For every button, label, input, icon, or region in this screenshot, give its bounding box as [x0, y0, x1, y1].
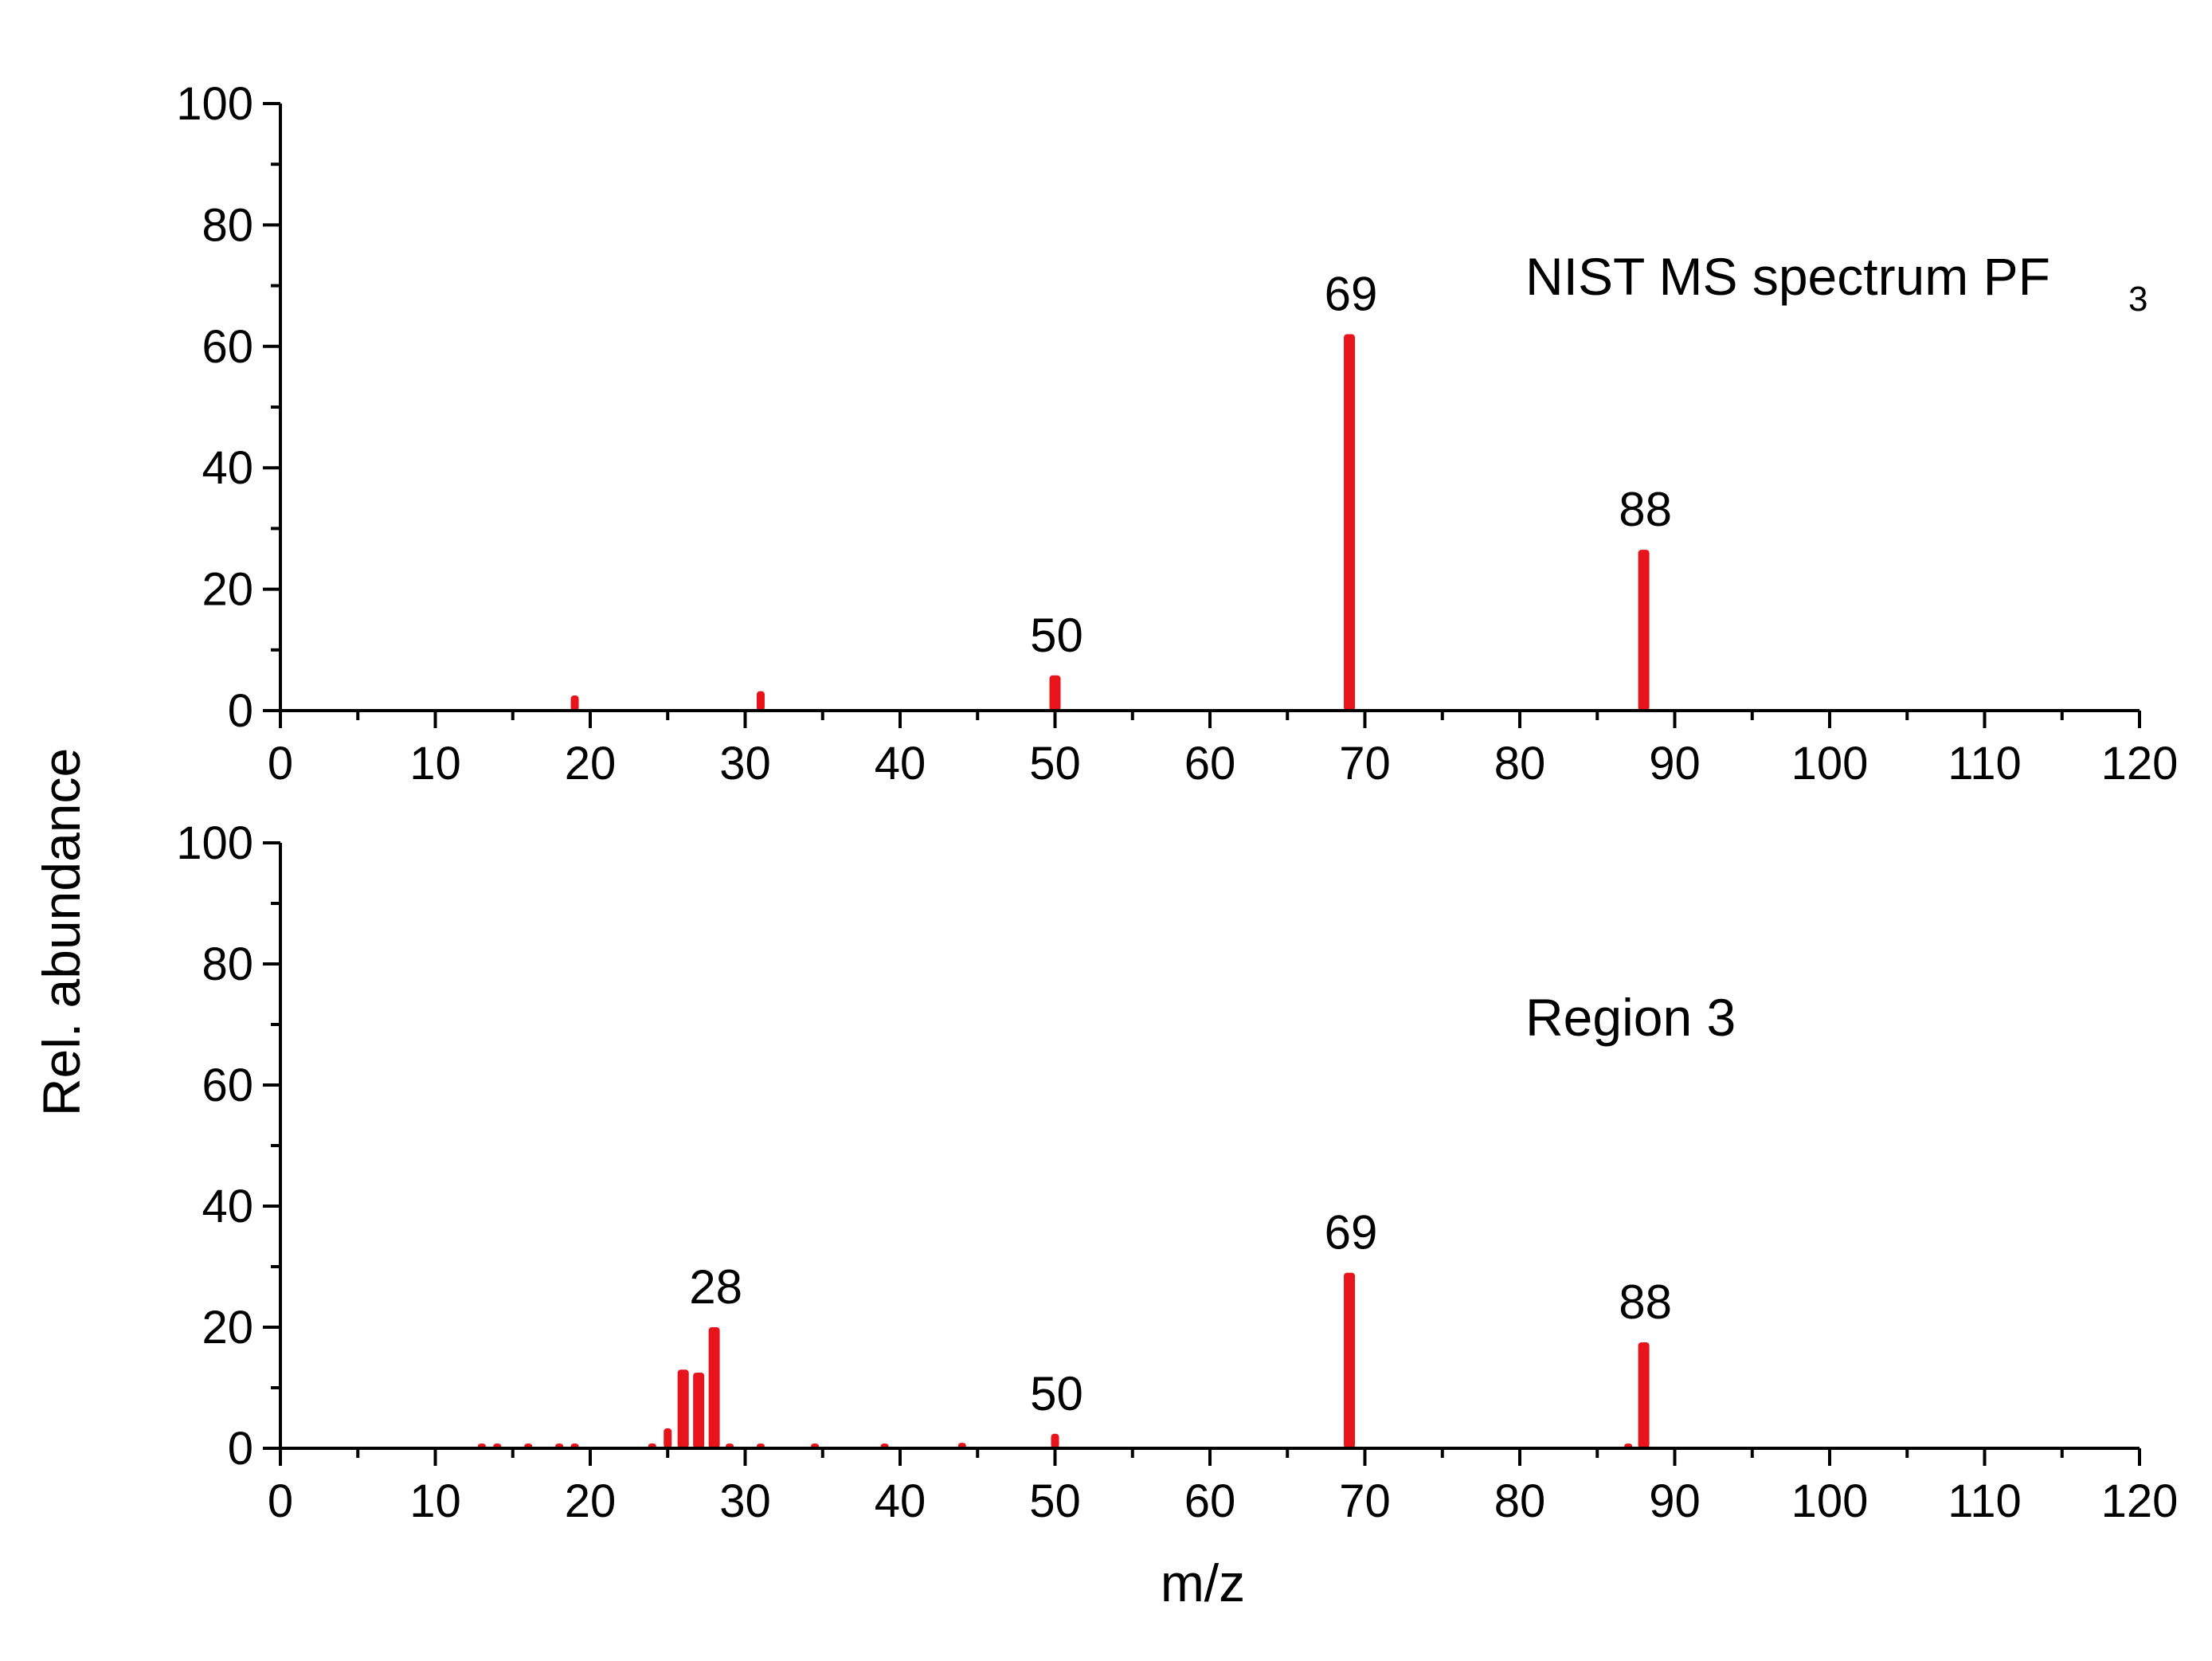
peak-label: 50	[1030, 609, 1083, 662]
y-tick-label: 100	[176, 817, 253, 869]
peak-bar	[1344, 334, 1356, 711]
peak-label: 69	[1325, 268, 1378, 321]
x-tick-label: 30	[719, 738, 771, 789]
peak-bar	[1344, 1272, 1356, 1448]
x-tick-label: 110	[1948, 1475, 2021, 1527]
x-tick-label: 70	[1339, 738, 1391, 789]
peak-bar	[756, 691, 765, 711]
x-tick-label: 40	[875, 738, 926, 789]
x-tick-label: 20	[565, 1475, 617, 1527]
y-tick-label: 60	[202, 321, 253, 373]
x-tick-label: 0	[268, 738, 293, 789]
x-tick-label: 60	[1184, 738, 1236, 789]
peak-bar	[1051, 1433, 1059, 1448]
peak-bar	[693, 1373, 705, 1448]
y-tick-label: 20	[202, 564, 253, 616]
peak-bar	[570, 695, 579, 711]
y-tick-label: 80	[202, 938, 253, 990]
x-tick-label: 80	[1494, 1475, 1546, 1527]
x-tick-label: 0	[268, 1475, 293, 1527]
panel-top-title: NIST MS spectrum PF	[1525, 247, 2050, 306]
x-tick-label: 120	[2101, 738, 2179, 789]
y-tick-label: 40	[202, 1181, 253, 1232]
peak-bar	[677, 1369, 689, 1448]
peak-bar	[1638, 1342, 1650, 1448]
peak-label: 28	[689, 1260, 742, 1314]
panel-bottom: Region 3 0 20 40 60 80 100 0 10 20 30 40 50 60 70 80 90…	[176, 817, 2178, 1527]
x-tick-label: 100	[1791, 738, 1869, 789]
panel-bottom-title: Region 3	[1525, 988, 1736, 1047]
x-tick-label: 70	[1339, 1475, 1391, 1527]
x-tick-label: 60	[1184, 1475, 1236, 1527]
x-tick-label: 20	[565, 738, 617, 789]
peak-bar	[708, 1327, 720, 1448]
peak-label: 88	[1619, 483, 1672, 536]
x-tick-label: 80	[1494, 738, 1546, 789]
peak-label: 88	[1619, 1275, 1672, 1329]
y-axis-title: Rel. abundance	[32, 748, 91, 1116]
y-tick-label: 0	[228, 1423, 253, 1475]
x-tick-label: 90	[1649, 1475, 1701, 1527]
x-tick-label: 40	[875, 1475, 926, 1527]
panel-top-title-subscript: 3	[2128, 280, 2147, 319]
y-tick-label: 20	[202, 1302, 253, 1353]
peak-bar	[1049, 675, 1061, 711]
x-tick-label: 50	[1029, 738, 1081, 789]
x-tick-label: 110	[1948, 738, 2021, 789]
x-axis-title: m/z	[1161, 1553, 1245, 1612]
panel-top: NIST MS spectrum PF 3 0 20 40 60 80 100 0 10 20 3…	[176, 78, 2178, 789]
x-tick-label: 120	[2101, 1475, 2179, 1527]
y-tick-label: 0	[228, 685, 253, 737]
x-tick-label: 10	[409, 738, 461, 789]
peak-bar	[1638, 550, 1650, 711]
peak-label: 69	[1325, 1206, 1378, 1259]
y-tick-label: 100	[176, 78, 253, 130]
x-tick-label: 30	[719, 1475, 771, 1527]
x-tick-label: 10	[409, 1475, 461, 1527]
x-tick-label: 100	[1791, 1475, 1869, 1527]
peak-label: 50	[1030, 1367, 1083, 1420]
x-tick-label: 90	[1649, 738, 1701, 789]
peak-bar	[664, 1428, 672, 1448]
y-tick-label: 60	[202, 1060, 253, 1111]
y-tick-label: 40	[202, 442, 253, 494]
y-tick-label: 80	[202, 199, 253, 251]
x-tick-label: 50	[1029, 1475, 1081, 1527]
